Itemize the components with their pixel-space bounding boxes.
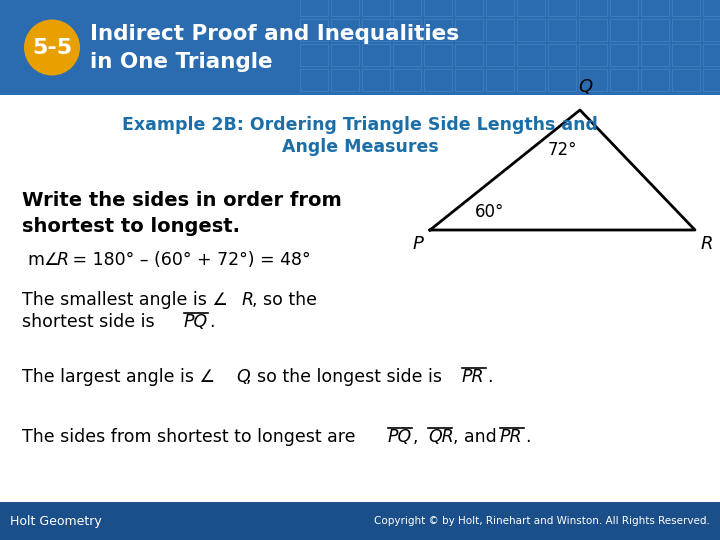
Bar <box>579 69 607 91</box>
Bar <box>703 44 720 66</box>
Bar <box>579 44 607 66</box>
Bar <box>424 19 452 41</box>
Bar <box>641 0 669 16</box>
Bar <box>548 69 576 91</box>
Text: R: R <box>701 235 714 253</box>
Bar <box>672 69 700 91</box>
Bar <box>455 44 483 66</box>
Bar <box>548 0 576 16</box>
Text: Q: Q <box>236 368 250 386</box>
Bar <box>610 69 638 91</box>
Text: , so the longest side is: , so the longest side is <box>246 368 448 386</box>
Bar <box>300 69 328 91</box>
Bar <box>300 19 328 41</box>
Text: The sides from shortest to longest are: The sides from shortest to longest are <box>22 428 361 446</box>
Text: , so the: , so the <box>252 291 317 309</box>
Bar <box>672 19 700 41</box>
Bar <box>393 19 421 41</box>
Text: .: . <box>209 313 215 331</box>
Bar <box>641 44 669 66</box>
Bar <box>548 19 576 41</box>
Bar <box>672 44 700 66</box>
Bar <box>579 0 607 16</box>
Text: Write the sides in order from: Write the sides in order from <box>22 191 342 210</box>
Text: , and: , and <box>453 428 503 446</box>
Bar <box>548 44 576 66</box>
Bar <box>300 0 328 16</box>
Text: .: . <box>525 428 531 446</box>
Bar <box>424 0 452 16</box>
Text: Copyright © by Holt, Rinehart and Winston. All Rights Reserved.: Copyright © by Holt, Rinehart and Winsto… <box>374 516 710 526</box>
Bar <box>455 69 483 91</box>
Bar <box>455 19 483 41</box>
Text: m∠: m∠ <box>27 251 60 269</box>
Text: .: . <box>487 368 492 386</box>
Bar <box>486 69 514 91</box>
Bar <box>486 0 514 16</box>
Text: shortest side is: shortest side is <box>22 313 160 331</box>
Bar <box>610 0 638 16</box>
Bar <box>486 44 514 66</box>
Bar <box>517 44 545 66</box>
Text: R: R <box>57 251 69 269</box>
Text: QR: QR <box>428 428 454 446</box>
Text: = 180° – (60° + 72°) = 48°: = 180° – (60° + 72°) = 48° <box>67 251 310 269</box>
Bar <box>331 0 359 16</box>
Bar <box>424 69 452 91</box>
Bar <box>517 0 545 16</box>
Circle shape <box>24 19 80 76</box>
Text: PQ: PQ <box>388 428 412 446</box>
Bar <box>703 69 720 91</box>
Bar <box>393 69 421 91</box>
Text: Holt Geometry: Holt Geometry <box>10 515 102 528</box>
Text: The largest angle is ∠: The largest angle is ∠ <box>22 368 215 386</box>
Text: Indirect Proof and Inequalities: Indirect Proof and Inequalities <box>90 24 459 44</box>
Bar <box>672 0 700 16</box>
Bar <box>610 44 638 66</box>
Text: ,: , <box>413 428 418 446</box>
Text: PR: PR <box>462 368 485 386</box>
Bar <box>331 69 359 91</box>
Bar <box>362 69 390 91</box>
Bar <box>331 44 359 66</box>
Bar <box>641 69 669 91</box>
Bar <box>703 0 720 16</box>
Bar <box>517 69 545 91</box>
Bar <box>362 0 390 16</box>
Bar <box>331 19 359 41</box>
Bar <box>517 19 545 41</box>
Text: Angle Measures: Angle Measures <box>282 138 438 156</box>
Text: R: R <box>242 291 254 309</box>
Text: shortest to longest.: shortest to longest. <box>22 217 240 235</box>
Bar <box>393 0 421 16</box>
Bar <box>362 44 390 66</box>
Bar <box>641 19 669 41</box>
Bar <box>579 19 607 41</box>
Bar <box>0 502 720 540</box>
Bar <box>455 0 483 16</box>
Text: 60°: 60° <box>475 203 505 221</box>
Bar <box>610 19 638 41</box>
Text: Example 2B: Ordering Triangle Side Lengths and: Example 2B: Ordering Triangle Side Lengt… <box>122 116 598 134</box>
Bar <box>300 44 328 66</box>
Text: The smallest angle is ∠: The smallest angle is ∠ <box>22 291 228 309</box>
Bar <box>362 19 390 41</box>
Text: 72°: 72° <box>547 141 577 159</box>
Text: in One Triangle: in One Triangle <box>90 51 273 71</box>
Text: PQ: PQ <box>184 313 208 331</box>
Bar <box>486 19 514 41</box>
Bar <box>703 19 720 41</box>
Bar <box>0 0 720 95</box>
Bar <box>393 44 421 66</box>
Text: PR: PR <box>500 428 523 446</box>
Text: Q: Q <box>578 78 592 96</box>
Bar <box>424 44 452 66</box>
Text: P: P <box>413 235 423 253</box>
Text: 5-5: 5-5 <box>32 37 72 57</box>
